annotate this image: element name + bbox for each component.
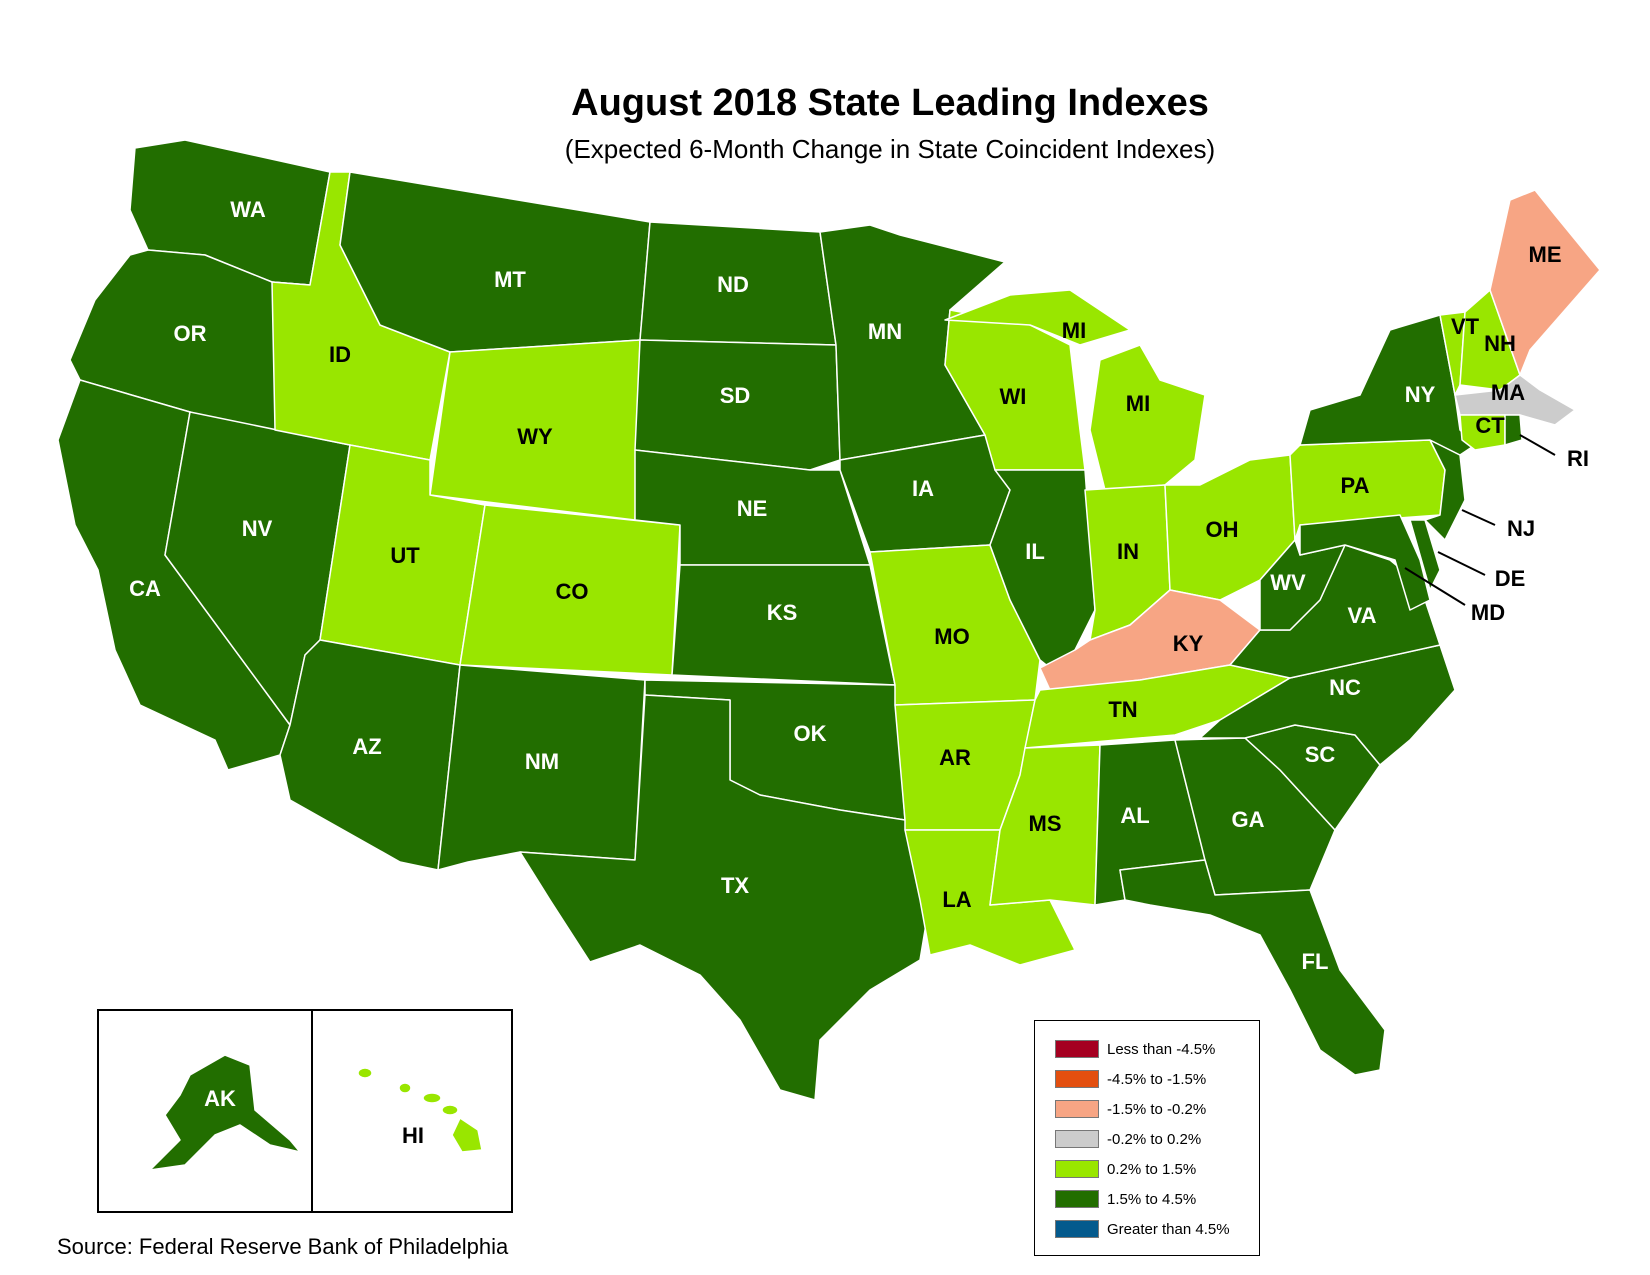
state-label-SD: SD xyxy=(720,383,751,408)
state-MT[interactable] xyxy=(339,171,651,353)
state-label-AK: AK xyxy=(204,1086,236,1111)
state-label-KS: KS xyxy=(767,600,798,625)
legend-swatch xyxy=(1055,1040,1099,1058)
state-NJ[interactable] xyxy=(1424,439,1466,541)
legend-item: -4.5% to -1.5% xyxy=(1055,1069,1206,1089)
state-label-UT: UT xyxy=(390,543,420,568)
state-ME[interactable] xyxy=(1489,189,1601,376)
state-label-WA: WA xyxy=(230,197,266,222)
state-KS[interactable] xyxy=(671,564,896,686)
legend-swatch xyxy=(1055,1190,1099,1208)
state-label-CT: CT xyxy=(1475,413,1505,438)
state-label-ID: ID xyxy=(329,342,351,367)
legend-label: -1.5% to -0.2% xyxy=(1107,1100,1207,1118)
state-label-VA: VA xyxy=(1348,603,1377,628)
state-label-ME: ME xyxy=(1529,242,1562,267)
state-label-DE: DE xyxy=(1495,566,1526,591)
state-label-NE: NE xyxy=(737,496,768,521)
legend-label: 1.5% to 4.5% xyxy=(1107,1190,1197,1208)
leader-NJ xyxy=(1461,509,1496,526)
state-MI-up[interactable] xyxy=(944,289,1131,346)
legend-label: Greater than 4.5% xyxy=(1107,1220,1230,1238)
state-label-IA: IA xyxy=(912,476,934,501)
state-RI[interactable] xyxy=(1504,414,1523,446)
map-title: August 2018 State Leading Indexes xyxy=(571,82,1209,124)
state-label-WI: WI xyxy=(1000,384,1027,409)
state-label-AL: AL xyxy=(1120,803,1149,828)
state-label-MA: MA xyxy=(1491,380,1525,405)
state-label-OR: OR xyxy=(174,321,207,346)
state-label-NC: NC xyxy=(1329,675,1361,700)
leader-DE xyxy=(1437,551,1486,576)
leader-MD xyxy=(1404,567,1466,606)
legend-item: Greater than 4.5% xyxy=(1055,1219,1230,1239)
state-MI[interactable] xyxy=(1089,344,1206,491)
state-DE[interactable] xyxy=(1409,519,1441,591)
state-label-OH: OH xyxy=(1206,517,1239,542)
state-label-NM: NM xyxy=(525,749,559,774)
state-label-AR: AR xyxy=(939,745,971,770)
state-label-CA: CA xyxy=(129,576,161,601)
legend-item: Less than -4.5% xyxy=(1055,1039,1215,1059)
state-label-MT: MT xyxy=(494,267,526,292)
state-label-FL: FL xyxy=(1302,949,1329,974)
state-HI[interactable] xyxy=(357,1067,483,1153)
state-label-MI: MI xyxy=(1062,318,1086,343)
map-subtitle: (Expected 6-Month Change in State Coinci… xyxy=(564,134,1216,164)
state-TX[interactable] xyxy=(519,694,931,1101)
source-note: Source: Federal Reserve Bank of Philadel… xyxy=(57,1234,509,1259)
state-CT[interactable] xyxy=(1459,414,1506,451)
state-label-NH: NH xyxy=(1484,331,1516,356)
state-label-SC: SC xyxy=(1305,742,1336,767)
state-label-MO: MO xyxy=(934,624,969,649)
state-label-RI: RI xyxy=(1567,446,1589,471)
legend-item: -1.5% to -0.2% xyxy=(1055,1099,1206,1119)
legend-label: -0.2% to 0.2% xyxy=(1107,1130,1202,1148)
state-label-ND: ND xyxy=(717,272,749,297)
legend-item: 1.5% to 4.5% xyxy=(1055,1189,1196,1209)
state-label-NY: NY xyxy=(1405,382,1436,407)
legend-swatch xyxy=(1055,1070,1099,1088)
state-label-TN: TN xyxy=(1108,697,1137,722)
legend-label: -4.5% to -1.5% xyxy=(1107,1070,1207,1088)
state-label-GA: GA xyxy=(1232,807,1265,832)
legend-item: -0.2% to 0.2% xyxy=(1055,1129,1201,1149)
state-label-OK: OK xyxy=(794,721,827,746)
state-label-TX: TX xyxy=(721,873,749,898)
legend-swatch xyxy=(1055,1220,1099,1238)
legend-label: Less than -4.5% xyxy=(1107,1040,1216,1058)
state-label-VT: VT xyxy=(1451,314,1480,339)
state-AK[interactable] xyxy=(149,1054,301,1171)
hawaii-inset-frame xyxy=(311,1009,513,1213)
legend-item: 0.2% to 1.5% xyxy=(1055,1159,1196,1179)
legend-swatch xyxy=(1055,1100,1099,1118)
state-MD[interactable] xyxy=(1299,514,1431,611)
legend: Less than -4.5% -4.5% to -1.5% -1.5% to … xyxy=(1034,1020,1260,1256)
state-SD[interactable] xyxy=(634,339,841,471)
state-label-AZ: AZ xyxy=(352,734,381,759)
leader-RI xyxy=(1519,434,1556,456)
legend-swatch xyxy=(1055,1130,1099,1148)
state-label-KY: KY xyxy=(1173,631,1204,656)
legend-swatch xyxy=(1055,1160,1099,1178)
state-label-IN: IN xyxy=(1117,539,1139,564)
state-label-HI: HI xyxy=(402,1123,424,1148)
state-label-WY: WY xyxy=(517,424,553,449)
state-FL[interactable] xyxy=(1119,859,1386,1076)
state-label-LA: LA xyxy=(942,887,971,912)
state-label-MN: MN xyxy=(868,319,902,344)
legend-label: 0.2% to 1.5% xyxy=(1107,1160,1197,1178)
state-label-MI: MI xyxy=(1126,391,1150,416)
state-label-NJ: NJ xyxy=(1507,516,1535,541)
state-label-MD: MD xyxy=(1471,600,1505,625)
state-label-MS: MS xyxy=(1029,811,1062,836)
state-label-PA: PA xyxy=(1341,473,1370,498)
state-label-NV: NV xyxy=(242,516,273,541)
state-label-CO: CO xyxy=(556,579,589,604)
state-WV[interactable] xyxy=(1259,539,1346,631)
state-label-IL: IL xyxy=(1025,539,1045,564)
state-label-WV: WV xyxy=(1270,570,1306,595)
